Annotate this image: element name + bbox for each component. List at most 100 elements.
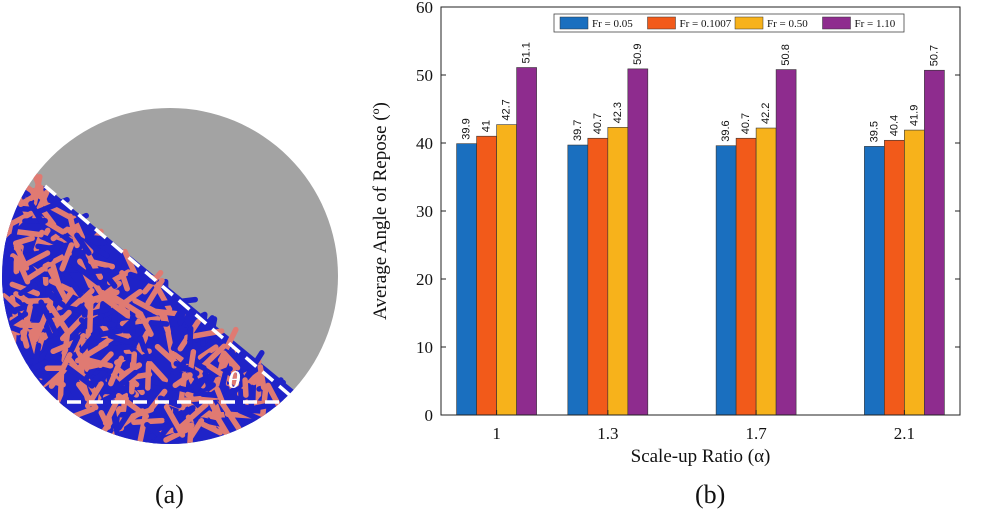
- particle-rod: [237, 407, 265, 423]
- particle-rod: [170, 320, 186, 352]
- legend-swatch: [734, 16, 764, 30]
- particle-rod: [15, 256, 31, 285]
- bar-chart: 39.9 41 42.7 51.1 39.7 40.7 42.3 50.9 39.6 40.7 42…: [370, 0, 961, 467]
- y-tick-label: 30: [416, 202, 433, 221]
- bar-value-label: 42.7: [501, 99, 513, 120]
- particle-rod: [198, 343, 227, 371]
- particle-rod: [129, 346, 147, 364]
- drum-illustration: θ: [2, 108, 338, 444]
- slope-dashed-line: [43, 184, 294, 399]
- bar-value-label: 50.9: [632, 43, 644, 64]
- particle-rod: [58, 352, 73, 374]
- particle-rod: [242, 377, 249, 398]
- particle-rod: [19, 250, 51, 270]
- particle-rod: [63, 271, 85, 299]
- bar: [587, 137, 609, 416]
- particle-rod: [221, 350, 241, 371]
- particle-rod: [2, 227, 44, 238]
- legend-box: [553, 13, 905, 33]
- bar: [456, 143, 477, 416]
- particle-rod: [99, 294, 131, 319]
- bar: [607, 127, 629, 416]
- particle-rod: [113, 369, 138, 391]
- panel-b-caption: (b): [695, 480, 726, 509]
- particle-rod: [144, 422, 164, 439]
- bar-value-label: 42.2: [760, 103, 772, 124]
- particle-rod: [113, 254, 125, 276]
- particle-rod: [186, 325, 194, 365]
- particle-rod: [62, 362, 95, 389]
- particle-rod: [147, 378, 188, 393]
- bar: [755, 127, 777, 416]
- particle-rod: [157, 395, 182, 409]
- legend-label: Fr = 0.50: [767, 18, 808, 30]
- bar-value-label: 41: [481, 120, 493, 132]
- particle-rod: [119, 270, 130, 292]
- particle-rod: [145, 277, 165, 306]
- particle-rod: [31, 371, 52, 381]
- bar: [627, 68, 649, 416]
- x-tick-label: 1.7: [745, 424, 767, 443]
- panel-a-caption: (a): [155, 480, 184, 509]
- y-tick-label: 20: [416, 270, 433, 289]
- bar-value-label: 40.7: [740, 113, 752, 134]
- particle-rod: [2, 256, 14, 294]
- particle-rod: [12, 235, 35, 247]
- particle-rod: [48, 305, 71, 335]
- bar-value-label: 40.4: [888, 115, 900, 136]
- particle-rod: [44, 343, 57, 362]
- y-axis-ticks: 0 10 20 30 40 50 60: [416, 0, 960, 425]
- particle-rod: [127, 271, 157, 285]
- bar: [904, 129, 925, 416]
- particle-rod: [13, 291, 34, 306]
- panel-a: θ (a): [0, 0, 340, 521]
- particle-rod: [67, 213, 80, 249]
- x-tick-label: 1.3: [597, 424, 618, 443]
- particle-rod: [74, 232, 92, 256]
- particle-rod: [172, 372, 193, 389]
- particle-rod: [76, 364, 91, 402]
- bar: [496, 124, 517, 416]
- y-tick-label: 0: [425, 406, 434, 425]
- bar-value-label: 39.9: [461, 118, 473, 139]
- particle-rod: [18, 282, 38, 297]
- legend: Fr = 0.05 Fr = 0.1007 Fr = 0.50 Fr = 1.10: [553, 13, 905, 33]
- particle-rod: [131, 417, 165, 426]
- particle-rod: [108, 292, 144, 317]
- legend-label: Fr = 1.10: [855, 18, 896, 30]
- particle-rod: [259, 383, 269, 419]
- particle-rod: [31, 171, 49, 208]
- particle-rod: [186, 424, 194, 444]
- bar-value-label: 41.9: [908, 105, 920, 126]
- legend-swatch: [559, 16, 589, 30]
- y-tick-label: 50: [416, 66, 433, 85]
- y-tick-label: 40: [416, 134, 433, 153]
- particle-rod: [195, 315, 216, 337]
- particle-rod: [32, 312, 49, 343]
- x-tick-label: 2.1: [894, 424, 915, 443]
- bar: [476, 135, 497, 416]
- bar-value-label: 50.7: [928, 45, 940, 66]
- particle-rod: [88, 369, 107, 386]
- legend-label: Fr = 0.05: [592, 18, 633, 30]
- bar-value-label: 50.8: [780, 44, 792, 65]
- particle-rod: [177, 401, 209, 431]
- particle-rod: [132, 297, 161, 316]
- particle-rod: [45, 287, 61, 305]
- particle-rod: [41, 209, 57, 228]
- particle-rod: [197, 344, 219, 361]
- y-tick-label: 60: [416, 0, 433, 17]
- particle-rod: [163, 404, 186, 438]
- particle-rod: [87, 294, 94, 334]
- bar-value-label: 39.5: [868, 121, 880, 142]
- particle-rod: [242, 350, 265, 383]
- particle-rod: [26, 266, 46, 281]
- legend-swatch: [647, 16, 676, 30]
- bar: [884, 139, 905, 416]
- particle-rod: [59, 246, 80, 271]
- particle-rod: [59, 242, 75, 272]
- particle-rod: [86, 360, 106, 370]
- bar: [516, 67, 537, 416]
- particle-rod: [47, 241, 62, 263]
- particle-rod: [137, 335, 150, 359]
